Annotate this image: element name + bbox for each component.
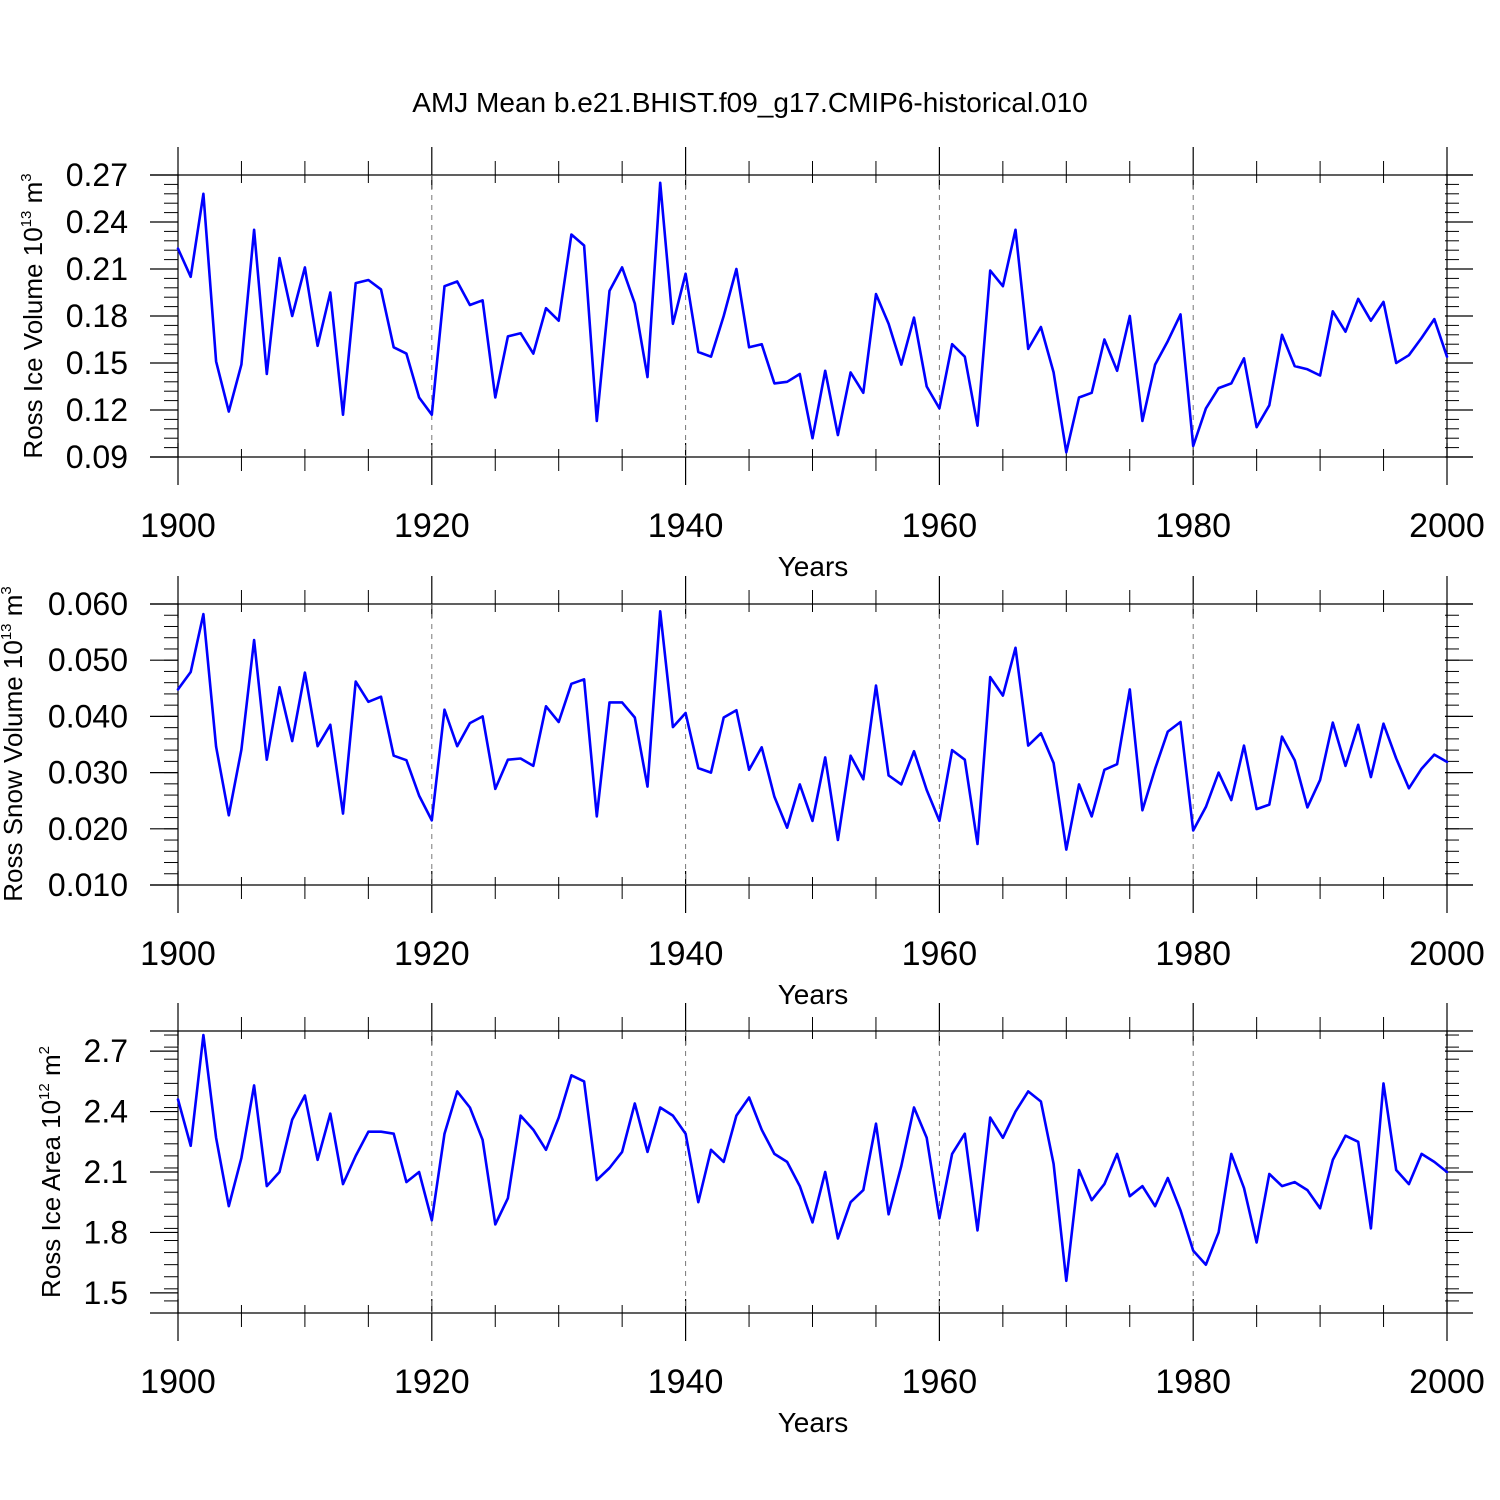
x-tick-label: 2000	[1409, 935, 1485, 973]
x-tick-label: 2000	[1409, 507, 1485, 545]
series-line	[176, 181, 1449, 454]
x-tick-label: 1980	[1155, 507, 1231, 545]
x-tick-label: 1900	[140, 507, 216, 545]
panel-2: 0.010 0.020 0.030 0.040 0.050 0.060 1900 1920 19…	[0, 576, 1485, 1010]
x-tick-label: 1920	[394, 507, 470, 545]
y-axis-label-prefix: Ross Ice Area 10	[36, 1100, 66, 1298]
y-axis-label: Ross Ice Area 1012 m2	[36, 1046, 66, 1298]
x-axis-label: Years	[778, 551, 849, 582]
y-tick-label: 0.21	[66, 251, 128, 287]
x-tick-label: 1960	[902, 935, 978, 973]
x-tick-label: 1900	[140, 935, 216, 973]
x-tick-label: 1980	[1155, 935, 1231, 973]
y-axis-label-unit-exp: 3	[0, 586, 15, 594]
y-tick-label: 0.18	[66, 298, 128, 334]
y-tick-label: 0.010	[48, 867, 128, 903]
x-tick-label: 1960	[902, 507, 978, 545]
panel-3: 1.5 1.8 2.1 2.4 2.7 1900 1920 1940 1960 1980 2000 Y…	[36, 1003, 1485, 1438]
y-tick-label: 0.020	[48, 811, 128, 847]
series-line	[176, 1033, 1449, 1283]
y-axis-label-unit: m	[0, 595, 28, 624]
y-axis-label: Ross Snow Volume 1013 m3	[0, 586, 28, 902]
y-axis-label-prefix: Ross Snow Volume 10	[0, 640, 28, 902]
y-axis-label-exp: 13	[18, 211, 35, 228]
y-axis-label-unit: m	[18, 182, 48, 211]
x-tick-label: 1960	[902, 1363, 978, 1401]
x-tick-label: 1940	[648, 935, 724, 973]
y-tick-label: 0.12	[66, 392, 128, 428]
y-tick-label: 0.27	[66, 157, 128, 193]
y-axis-label-exp: 12	[36, 1083, 53, 1100]
x-axis-label: Years	[778, 979, 849, 1010]
x-tick-label: 1980	[1155, 1363, 1231, 1401]
y-axis-label-unit-exp: 2	[36, 1046, 53, 1054]
y-tick-label: 2.1	[84, 1154, 128, 1190]
y-tick-label: 2.4	[84, 1094, 128, 1130]
y-axis-label: Ross Ice Volume 1013 m3	[18, 173, 48, 458]
x-tick-label: 1940	[648, 507, 724, 545]
y-axis-label-unit-exp: 3	[18, 173, 35, 181]
x-tick-label: 2000	[1409, 1363, 1485, 1401]
y-tick-label: 0.030	[48, 755, 128, 791]
y-axis-label-prefix: Ross Ice Volume 10	[18, 227, 48, 458]
series-line	[176, 609, 1449, 851]
x-tick-label: 1900	[140, 1363, 216, 1401]
chart-panels: 0.09 0.12 0.15 0.18 0.21 0.24 0.27 1900 1920 1940…	[0, 147, 1485, 1438]
y-tick-label: 1.8	[84, 1214, 128, 1250]
panel-1: 0.09 0.12 0.15 0.18 0.21 0.24 0.27 1900 1920 1940…	[18, 147, 1485, 582]
y-tick-label: 0.15	[66, 345, 128, 381]
y-tick-label: 0.060	[48, 586, 128, 622]
x-tick-label: 1940	[648, 1363, 724, 1401]
y-tick-label: 0.09	[66, 439, 128, 475]
y-tick-label: 1.5	[84, 1275, 128, 1311]
x-tick-label: 1920	[394, 1363, 470, 1401]
y-axis-label-exp: 13	[0, 623, 15, 640]
x-tick-label: 1920	[394, 935, 470, 973]
y-tick-label: 0.24	[66, 204, 128, 240]
y-axis-label-unit: m	[36, 1054, 66, 1083]
y-tick-label: 0.040	[48, 698, 128, 734]
chart-title: AMJ Mean b.e21.BHIST.f09_g17.CMIP6-histo…	[412, 87, 1087, 118]
x-axis-label: Years	[778, 1407, 849, 1438]
y-tick-label: 2.7	[84, 1033, 128, 1069]
y-tick-label: 0.050	[48, 642, 128, 678]
